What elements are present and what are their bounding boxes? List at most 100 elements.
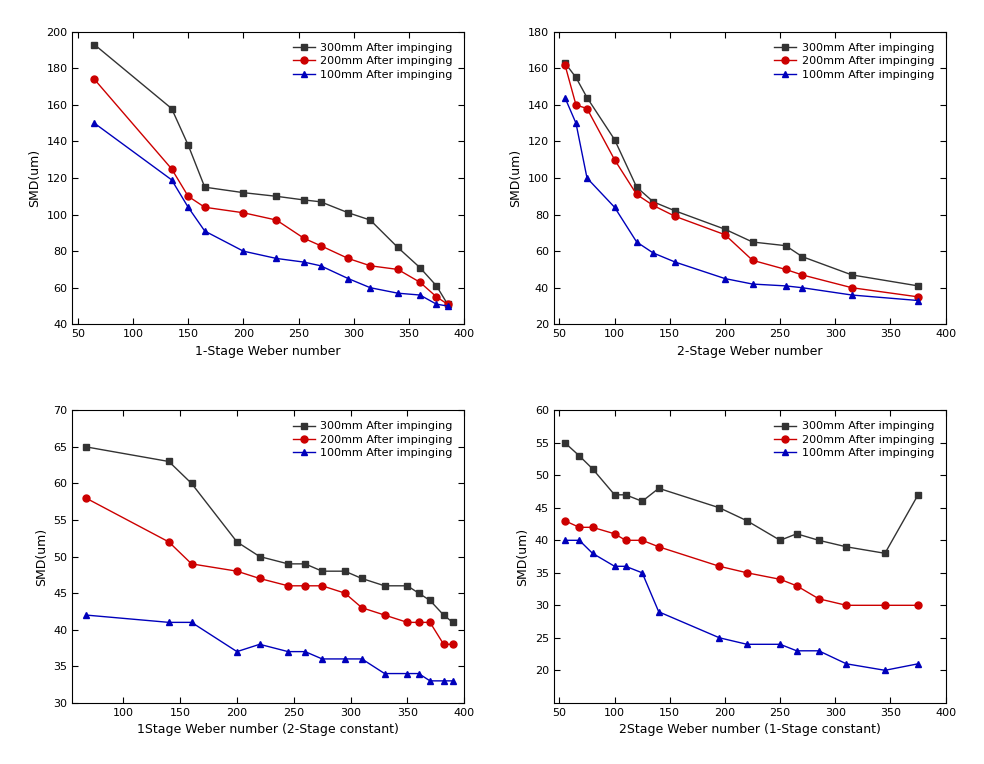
200mm After impinging [342,254,354,263]
Line: 200mm After impinging: 200mm After impinging [562,517,922,609]
200mm After impinging [163,537,175,546]
300mm After impinging [846,270,858,280]
100mm After impinging [438,676,450,685]
X-axis label: 2-Stage Weber number: 2-Stage Weber number [677,345,823,358]
200mm After impinging [779,265,791,274]
300mm After impinging [237,188,249,197]
300mm After impinging [609,490,621,500]
300mm After impinging [631,183,643,192]
Line: 200mm After impinging: 200mm After impinging [83,494,457,648]
300mm After impinging [342,208,354,217]
200mm After impinging [431,293,443,302]
100mm After impinging [741,639,753,649]
200mm After impinging [80,494,92,503]
100mm After impinging [447,676,459,685]
300mm After impinging [364,215,376,225]
200mm After impinging [186,559,198,568]
100mm After impinging [637,568,648,578]
100mm After impinging [609,562,621,571]
200mm After impinging [338,588,350,597]
300mm After impinging [779,241,791,251]
300mm After impinging [813,536,825,545]
100mm After impinging [186,618,198,627]
300mm After impinging [401,581,413,591]
300mm After impinging [574,452,585,461]
300mm After impinging [442,299,454,309]
200mm After impinging [719,230,731,239]
300mm After impinging [299,559,311,568]
X-axis label: 2Stage Weber number (1-Stage constant): 2Stage Weber number (1-Stage constant) [619,724,881,736]
200mm After impinging [631,190,643,199]
Line: 100mm After impinging: 100mm After impinging [562,94,922,304]
200mm After impinging [609,529,621,539]
200mm After impinging [669,212,681,221]
200mm After impinging [796,270,808,280]
100mm After impinging [647,248,659,257]
100mm After impinging [879,665,891,675]
200mm After impinging [747,256,759,265]
200mm After impinging [231,567,243,576]
300mm After impinging [89,40,100,49]
Legend: 300mm After impinging, 200mm After impinging, 100mm After impinging: 300mm After impinging, 200mm After impin… [287,37,459,85]
100mm After impinging [774,639,786,649]
300mm After impinging [774,536,786,545]
Legend: 300mm After impinging, 200mm After impinging, 100mm After impinging: 300mm After impinging, 200mm After impin… [769,37,940,85]
100mm After impinging [89,118,100,128]
300mm After impinging [438,610,450,620]
300mm After impinging [163,457,175,466]
300mm After impinging [586,465,598,474]
100mm After impinging [271,254,282,263]
200mm After impinging [271,215,282,225]
200mm After impinging [586,523,598,532]
300mm After impinging [840,542,852,552]
300mm After impinging [796,252,808,261]
100mm After impinging [559,536,571,545]
300mm After impinging [609,135,621,144]
100mm After impinging [620,562,632,571]
300mm After impinging [186,479,198,488]
100mm After impinging [282,647,294,656]
300mm After impinging [414,263,426,272]
300mm After impinging [392,243,403,252]
300mm After impinging [424,596,436,605]
300mm After impinging [570,73,582,82]
200mm After impinging [846,283,858,293]
200mm After impinging [316,581,328,591]
100mm After impinging [582,173,593,183]
200mm After impinging [315,241,327,251]
100mm After impinging [254,639,266,649]
300mm After impinging [271,192,282,201]
Line: 100mm After impinging: 100mm After impinging [83,612,457,685]
X-axis label: 1Stage Weber number (2-Stage constant): 1Stage Weber number (2-Stage constant) [137,724,400,736]
Line: 300mm After impinging: 300mm After impinging [562,60,922,290]
200mm After impinging [401,618,413,627]
200mm After impinging [741,568,753,578]
300mm After impinging [80,442,92,452]
Y-axis label: SMD(um): SMD(um) [34,527,48,586]
100mm After impinging [570,118,582,128]
100mm After impinging [356,654,368,663]
100mm After impinging [379,669,391,678]
100mm After impinging [424,676,436,685]
200mm After impinging [438,639,450,649]
200mm After impinging [379,610,391,620]
300mm After impinging [431,281,443,290]
300mm After impinging [912,281,924,290]
300mm After impinging [559,58,571,67]
100mm After impinging [431,299,443,309]
100mm After impinging [574,536,585,545]
200mm After impinging [424,618,436,627]
100mm After impinging [199,226,211,235]
300mm After impinging [879,549,891,558]
300mm After impinging [637,497,648,506]
100mm After impinging [315,261,327,270]
Y-axis label: SMD(um): SMD(um) [517,527,529,586]
300mm After impinging [182,141,194,150]
300mm After impinging [379,581,391,591]
100mm After impinging [846,290,858,299]
Line: 300mm After impinging: 300mm After impinging [83,443,457,626]
200mm After impinging [356,603,368,612]
Y-axis label: SMD(um): SMD(um) [28,149,40,207]
200mm After impinging [574,523,585,532]
200mm After impinging [609,155,621,164]
